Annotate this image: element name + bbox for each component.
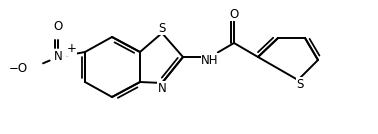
Text: NH: NH — [201, 53, 219, 66]
Text: O: O — [53, 21, 63, 34]
Text: +: + — [67, 42, 77, 55]
Text: S: S — [296, 77, 304, 90]
Text: S: S — [158, 21, 166, 34]
Text: O: O — [229, 8, 239, 21]
Text: −O: −O — [8, 62, 28, 75]
Text: N: N — [158, 81, 166, 94]
Text: N: N — [54, 51, 62, 64]
